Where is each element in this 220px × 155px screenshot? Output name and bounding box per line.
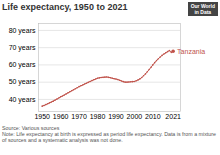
html-text:Life expectancy, 1950 to 2021: Life expectancy, 1950 to 2021	[2, 2, 128, 12]
svg-text:1950: 1950	[34, 113, 50, 120]
html-text:Note: Life expectancy at birth: Note: Life expectancy at birth is expres…	[2, 131, 216, 144]
svg-text:70 years: 70 years	[9, 44, 36, 52]
svg-text:1960: 1960	[53, 113, 69, 120]
svg-text:40 years: 40 years	[9, 96, 36, 104]
svg-text:80 years: 80 years	[9, 27, 36, 35]
svg-text:1990: 1990	[108, 113, 124, 120]
svg-text:2010: 2010	[145, 113, 161, 120]
svg-text:50 years: 50 years	[9, 78, 36, 86]
html-text:Our World in Data: Our World in Data	[190, 3, 215, 15]
svg-text:1980: 1980	[90, 113, 106, 120]
svg-text:2021: 2021	[165, 113, 181, 120]
svg-text:60 years: 60 years	[9, 61, 36, 69]
svg-text:2000: 2000	[127, 113, 143, 120]
svg-text:Tanzania: Tanzania	[177, 48, 205, 55]
html-text:Source: Various sources: Source: Various sources	[2, 125, 60, 131]
svg-text:1970: 1970	[71, 113, 87, 120]
